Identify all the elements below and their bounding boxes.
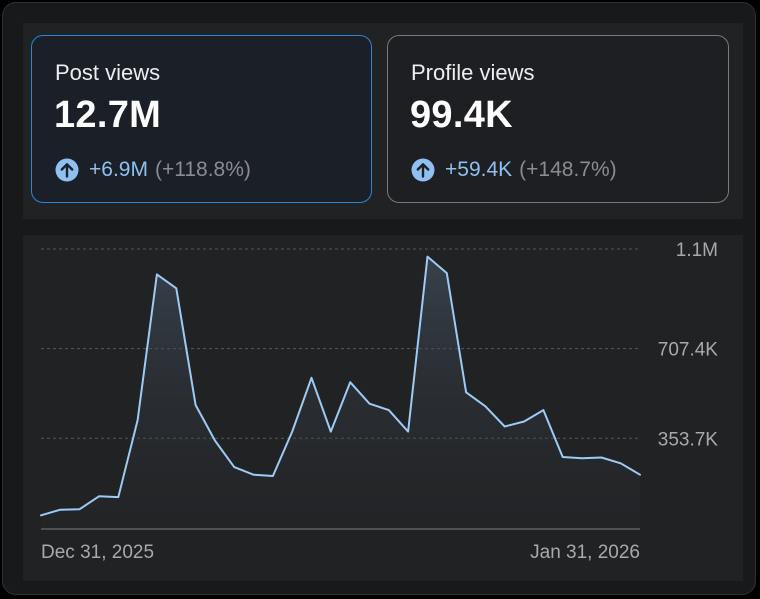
y-tick-label: 1.1M xyxy=(676,240,718,261)
card-delta: +59.4K xyxy=(445,158,513,181)
card-label: Profile views xyxy=(411,60,535,85)
views-chart: 1.1M 707.4K 353.7K Dec 31, 2025 Jan 31, 2026 xyxy=(23,235,743,581)
card-delta-row: +6.9M (+118.8%) xyxy=(55,157,251,183)
profile-views-card[interactable]: Profile views 99.4K +59.4K (+148.7%) xyxy=(387,35,729,203)
y-tick-label: 707.4K xyxy=(658,340,719,361)
card-delta-row: +59.4K (+148.7%) xyxy=(411,157,617,183)
x-tick-label-start: Dec 31, 2025 xyxy=(41,542,154,563)
card-value: 12.7M xyxy=(54,94,162,136)
post-views-card[interactable]: Post views 12.7M +6.9M (+118.8%) xyxy=(31,35,372,203)
card-label: Post views xyxy=(55,60,161,85)
card-delta: +6.9M xyxy=(89,158,148,181)
arrow-up-circle-icon xyxy=(55,158,79,182)
x-tick-label-end: Jan 31, 2026 xyxy=(530,542,640,563)
series-area xyxy=(41,256,640,528)
series-line xyxy=(40,255,641,517)
arrow-up-circle-icon xyxy=(411,158,435,182)
card-delta-percent: (+118.8%) xyxy=(154,158,251,181)
views-chart-svg: 1.1M 707.4K 353.7K Dec 31, 2025 Jan 31, 2026 xyxy=(40,240,719,563)
card-delta-percent: (+148.7%) xyxy=(519,158,617,181)
card-value: 99.4K xyxy=(410,94,513,136)
y-tick-label: 353.7K xyxy=(658,429,719,450)
metric-cards: Post views 12.7M +6.9M (+118.8%) Profile… xyxy=(23,23,743,219)
